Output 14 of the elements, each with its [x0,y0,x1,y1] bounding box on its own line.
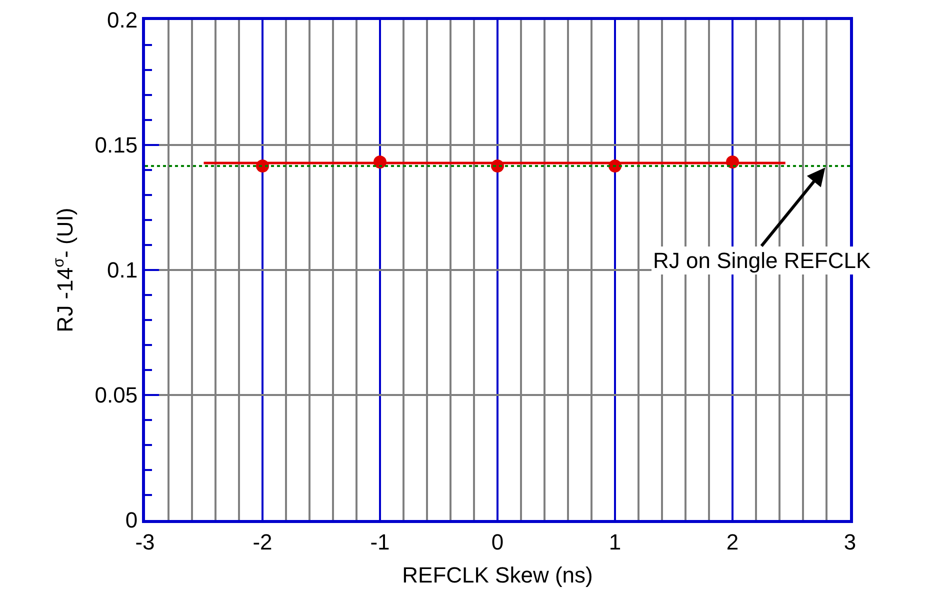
x-tick-label: -1 [370,529,390,554]
y-tick-label: 0.05 [94,382,138,408]
y-tick-label: 0.1 [107,258,138,283]
y-tick-label: 0 [125,508,138,533]
x-tick-label: 3 [844,529,856,554]
x-tick-label: -3 [135,529,155,554]
x-tick-label: -2 [252,529,272,554]
y-tick-label: 0.15 [94,132,138,158]
x-tick-label: 2 [726,529,739,554]
y-tick-label: 0.2 [107,8,138,33]
x-tick-label: 0 [491,529,504,554]
x-tick-label: 1 [608,529,622,554]
annotation: RJ on Single REFCLK [653,248,871,273]
x-axis-title: REFCLK Skew (ns) [402,562,593,588]
